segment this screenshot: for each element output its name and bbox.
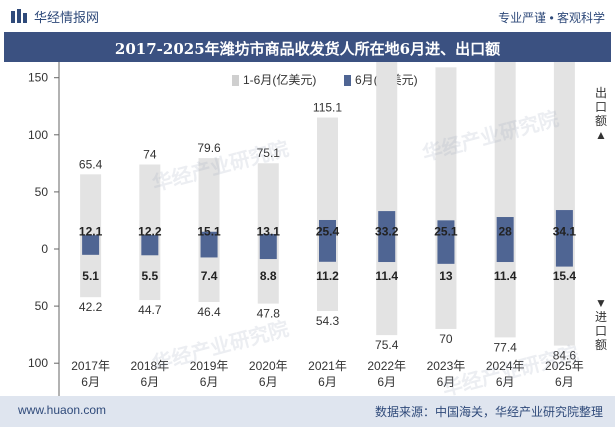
data-label-monthly-export: 28 — [498, 224, 512, 238]
x-tick-label: 6月 — [140, 375, 159, 389]
x-tick-label: 2021年 — [308, 359, 347, 373]
data-label-cumulative-export: 115.1 — [313, 101, 342, 115]
legend-label-cumulative: 1-6月(亿美元) — [243, 72, 316, 87]
bar-cumulative — [553, 62, 575, 346]
data-label-cumulative-import: 77.4 — [493, 340, 517, 354]
footer-source: 数据来源：中国海关，华经产业研究院整理 — [374, 405, 603, 419]
data-label-cumulative-import: 44.7 — [138, 303, 162, 317]
bar-monthly — [141, 235, 159, 256]
x-tick-label: 6月 — [81, 375, 100, 389]
data-label-monthly-import: 8.8 — [260, 269, 277, 283]
data-label-monthly-export: 25.4 — [316, 224, 340, 238]
top-bar: 华经情报网 专业严谨 • 客观科学 — [0, 0, 615, 32]
chart-title: 2017-2025年潍坊市商品收发货人所在地6月进、出口额 — [114, 40, 501, 58]
chart: 1-6月(亿美元)6月(亿美元)250200150100500501001506… — [28, 62, 584, 396]
y-tick-label: 100 — [28, 356, 48, 370]
title-band: 2017-2025年潍坊市商品收发货人所在地6月进、出口额 — [4, 32, 611, 62]
legend-swatch-monthly — [344, 75, 351, 86]
data-label-cumulative-import: 70 — [439, 332, 453, 346]
y-tick-label: 100 — [28, 128, 48, 142]
data-label-cumulative-export: 75.1 — [257, 146, 281, 160]
bar-monthly — [200, 231, 218, 258]
footer: www.huaon.com 数据来源：中国海关，华经产业研究院整理 — [0, 396, 615, 427]
data-label-monthly-export: 13.1 — [257, 224, 281, 238]
brand-name: 华经情报网 — [34, 10, 100, 25]
data-label-monthly-export: 25.1 — [434, 224, 458, 238]
bar-monthly — [259, 234, 277, 260]
data-label-cumulative-import: 47.8 — [257, 307, 281, 321]
x-tick-label: 6月 — [496, 375, 515, 389]
x-tick-label: 2024年 — [486, 359, 525, 373]
data-label-monthly-import: 11.4 — [494, 269, 517, 283]
x-tick-label: 2018年 — [130, 359, 169, 373]
data-label-monthly-import: 15.4 — [553, 269, 577, 283]
x-tick-label: 2022年 — [367, 359, 406, 373]
data-label-monthly-import: 5.5 — [141, 269, 158, 283]
data-label-cumulative-export: 74 — [143, 147, 157, 161]
x-tick-label: 6月 — [437, 375, 456, 389]
y-tick-label: 50 — [35, 299, 49, 313]
bar-monthly — [496, 217, 514, 263]
data-label-monthly-import: 11.4 — [375, 269, 398, 283]
data-label-cumulative-import: 84.6 — [553, 349, 577, 363]
brand-logo-icon — [11, 8, 27, 23]
bar-cumulative — [435, 67, 457, 329]
x-tick-label: 2019年 — [190, 359, 229, 373]
tagline: 专业严谨 • 客观科学 — [498, 11, 605, 25]
bar-monthly — [378, 211, 396, 263]
bar-cumulative — [198, 158, 220, 302]
data-label-monthly-export: 33.2 — [375, 224, 399, 238]
bar-monthly — [319, 219, 336, 262]
data-label-monthly-import: 11.2 — [316, 269, 339, 283]
bar-cumulative — [376, 62, 398, 336]
x-tick-label: 2025年 — [545, 359, 584, 373]
x-tick-label: 6月 — [259, 375, 278, 389]
data-label-cumulative-export: 79.6 — [197, 141, 221, 155]
x-tick-label: 6月 — [200, 375, 219, 389]
data-label-monthly-export: 12.2 — [138, 224, 162, 238]
bar-cumulative — [317, 117, 338, 312]
bar-monthly — [82, 235, 100, 255]
data-label-cumulative-export: 159.1 — [431, 62, 461, 64]
import-axis-label: ▼进口额 — [594, 296, 607, 352]
data-label-cumulative-export: 65.4 — [79, 157, 103, 171]
data-label-monthly-import: 13 — [439, 269, 453, 283]
brand[interactable]: 华经情报网 — [10, 7, 99, 26]
x-tick-label: 2020年 — [249, 359, 288, 373]
bar-cumulative — [139, 164, 161, 301]
data-label-monthly-import: 7.4 — [201, 269, 218, 283]
bar-cumulative — [257, 163, 279, 304]
export-axis-label: 出口额▲ — [594, 86, 607, 142]
x-tick-label: 6月 — [318, 375, 337, 389]
x-tick-label: 2023年 — [427, 359, 466, 373]
data-label-cumulative-import: 75.4 — [375, 338, 399, 352]
data-label-cumulative-import: 42.2 — [79, 300, 103, 314]
y-tick-label: 0 — [41, 242, 48, 256]
data-label-monthly-export: 12.1 — [79, 224, 103, 238]
bar-monthly — [437, 220, 455, 264]
y-tick-label: 50 — [35, 185, 49, 199]
data-label-monthly-import: 5.1 — [82, 269, 99, 283]
y-tick-label: 150 — [28, 71, 48, 85]
data-label-monthly-export: 34.1 — [553, 224, 577, 238]
data-label-cumulative-import: 54.3 — [316, 314, 340, 328]
bar-monthly — [555, 210, 573, 267]
data-label-cumulative-import: 46.4 — [197, 305, 221, 319]
bar-cumulative — [494, 62, 516, 338]
x-tick-label: 6月 — [377, 375, 396, 389]
footer-url[interactable]: www.huaon.com — [18, 403, 107, 417]
x-tick-label: 6月 — [555, 375, 574, 389]
legend-swatch-cumulative — [232, 75, 239, 86]
data-label-monthly-export: 15.1 — [197, 224, 221, 238]
x-tick-label: 2017年 — [71, 359, 110, 373]
